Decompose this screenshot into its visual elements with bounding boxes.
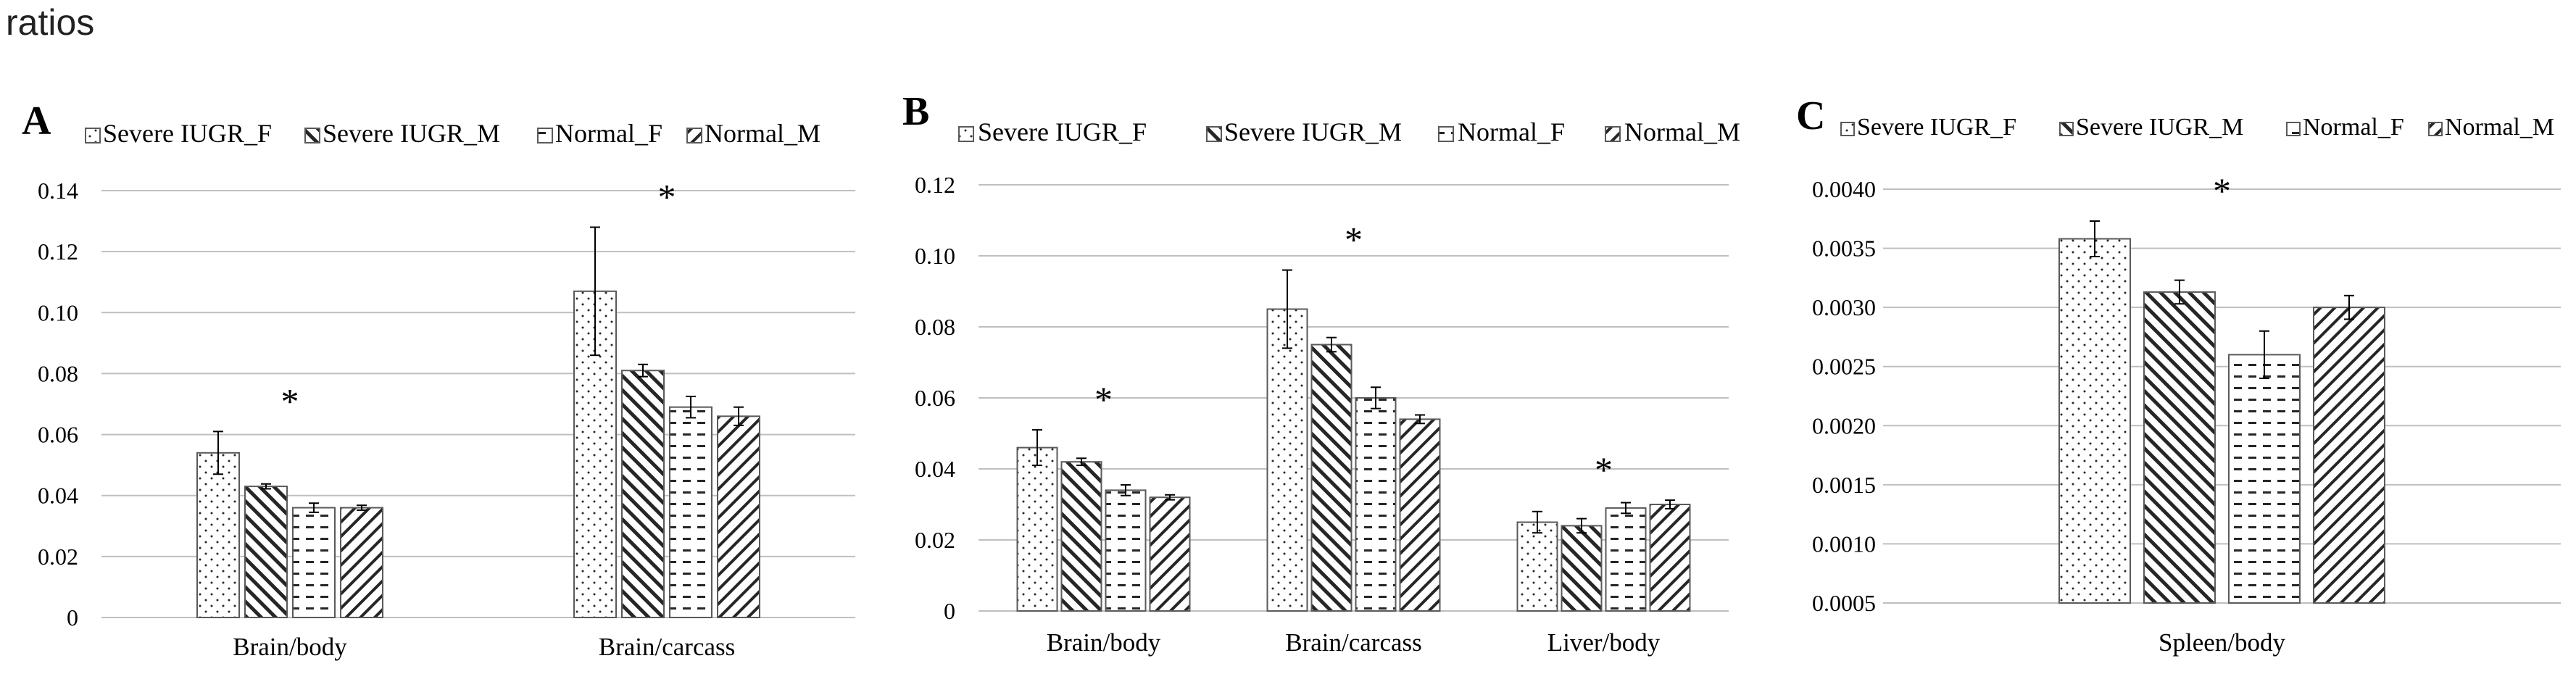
category-label: Liver/body xyxy=(1547,628,1661,657)
y-tick-label: 0.0040 xyxy=(1812,176,1876,202)
legend-label: Severe IUGR_M xyxy=(2076,114,2243,141)
bar xyxy=(1561,525,1603,612)
significance-marker: * xyxy=(1595,449,1613,490)
y-tick-label: 0.0035 xyxy=(1812,236,1876,262)
plot-area: 0.0005 0.0010 0.0015 0.0020 0.0025 0.0030 0.00… xyxy=(1812,170,2561,657)
legend-swatch xyxy=(537,128,553,144)
y-tick-label: 0.0020 xyxy=(1812,412,1876,438)
legend-label: Severe IUGR_M xyxy=(323,119,500,148)
legend-swatch xyxy=(686,128,702,144)
y-tick-label: 0 xyxy=(67,604,78,631)
bar xyxy=(1605,507,1647,612)
legend-label: Normal_F xyxy=(1458,117,1565,146)
legend: Severe IUGR_F Severe IUGR_M Normal_F Nor… xyxy=(1840,114,2554,141)
bar xyxy=(1516,521,1558,612)
y-tick-label: 0.04 xyxy=(915,456,955,482)
y-tick-label: 0.10 xyxy=(38,299,78,325)
y-tick-label: 0.12 xyxy=(915,172,955,198)
panel-b: B Severe IUGR_F Severe IUGR_M Normal_F N… xyxy=(902,89,1740,657)
y-tick-label: 0.06 xyxy=(915,385,955,411)
bar xyxy=(1149,496,1191,612)
bar xyxy=(1399,418,1441,612)
legend-swatch xyxy=(2286,122,2301,136)
plot-area: 0 0.02 0.04 0.06 0.08 0.10 0.12 0.14 * Brain/body… xyxy=(38,176,855,661)
bar xyxy=(1016,446,1058,612)
legend-label: Normal_M xyxy=(705,119,820,148)
legend-label: Severe IUGR_M xyxy=(1224,117,1402,146)
legend-label: Normal_F xyxy=(2303,114,2404,141)
legend-label: Normal_M xyxy=(2445,114,2554,141)
legend-swatch xyxy=(2428,122,2443,136)
bar xyxy=(2228,354,2301,604)
legend: Severe IUGR_F Severe IUGR_M Normal_F Nor… xyxy=(85,119,820,148)
significance-marker: * xyxy=(281,380,299,421)
legend-swatch xyxy=(85,128,101,144)
y-tick-label: 0.08 xyxy=(38,360,78,386)
y-tick-label: 0 xyxy=(944,598,955,624)
bar xyxy=(1649,504,1691,612)
y-tick-label: 0.04 xyxy=(38,483,78,509)
legend-swatch xyxy=(1438,126,1454,142)
legend-label: Normal_M xyxy=(1624,117,1740,146)
y-tick-label: 0.0015 xyxy=(1812,472,1876,498)
y-tick-label: 0.0010 xyxy=(1812,531,1876,557)
bar xyxy=(2313,307,2385,604)
legend-label: Normal_F xyxy=(555,119,662,148)
y-tick-label: 0.06 xyxy=(38,422,78,448)
y-tick-label: 0.08 xyxy=(915,314,955,340)
page-title: ratios xyxy=(6,2,95,43)
legend-swatch xyxy=(958,126,974,142)
bar xyxy=(2143,291,2216,604)
legend: Severe IUGR_F Severe IUGR_M Normal_F Nor… xyxy=(958,117,1740,146)
y-tick-label: 0.0025 xyxy=(1812,354,1876,380)
bar xyxy=(669,406,712,618)
significance-marker: * xyxy=(1094,379,1113,420)
bar xyxy=(2058,238,2131,604)
y-tick-label: 0.14 xyxy=(38,178,78,204)
category-label: Spleen/body xyxy=(2159,628,2285,657)
panel-label: A xyxy=(22,99,51,144)
legend-swatch xyxy=(1605,126,1621,142)
bar xyxy=(1060,461,1102,612)
legend-swatch xyxy=(1840,122,1855,136)
category-label: Brain/carcass xyxy=(1285,628,1422,657)
legend-swatch xyxy=(2059,122,2074,136)
significance-marker: * xyxy=(658,176,676,217)
legend-swatch xyxy=(1206,126,1222,142)
bar xyxy=(1355,397,1397,612)
bar xyxy=(621,370,665,618)
panel-c: C Severe IUGR_F Severe IUGR_M Normal_F N… xyxy=(1796,93,2561,657)
bar xyxy=(196,452,240,618)
panel-a: A Severe IUGR_F Severe IUGR_M Normal_F N… xyxy=(22,99,855,661)
bar xyxy=(340,507,383,618)
bar xyxy=(292,507,336,618)
category-label: Brain/body xyxy=(233,633,347,661)
bar xyxy=(244,486,288,618)
bar xyxy=(1105,489,1147,612)
category-label: Brain/body xyxy=(1047,628,1161,657)
legend-label: Severe IUGR_F xyxy=(978,117,1147,146)
y-tick-label: 0.02 xyxy=(915,527,955,553)
legend-label: Severe IUGR_F xyxy=(103,119,272,148)
significance-marker: * xyxy=(2213,170,2231,211)
legend-swatch xyxy=(304,128,320,144)
bar xyxy=(1266,308,1308,612)
category-label: Brain/carcass xyxy=(599,633,736,661)
panel-label: B xyxy=(902,89,929,134)
bar xyxy=(1310,344,1353,612)
y-tick-label: 0.10 xyxy=(915,243,955,269)
y-tick-label: 0.12 xyxy=(38,238,78,265)
bar xyxy=(717,415,760,618)
legend-label: Severe IUGR_F xyxy=(1857,114,2016,141)
plot-area: 0 0.02 0.04 0.06 0.08 0.10 0.12 * Brain/body * Bra… xyxy=(915,172,1729,657)
y-tick-label: 0.0005 xyxy=(1812,590,1876,616)
y-tick-label: 0.0030 xyxy=(1812,294,1876,320)
panel-label: C xyxy=(1796,93,1825,138)
significance-marker: * xyxy=(1345,220,1363,260)
y-tick-label: 0.02 xyxy=(38,544,78,570)
